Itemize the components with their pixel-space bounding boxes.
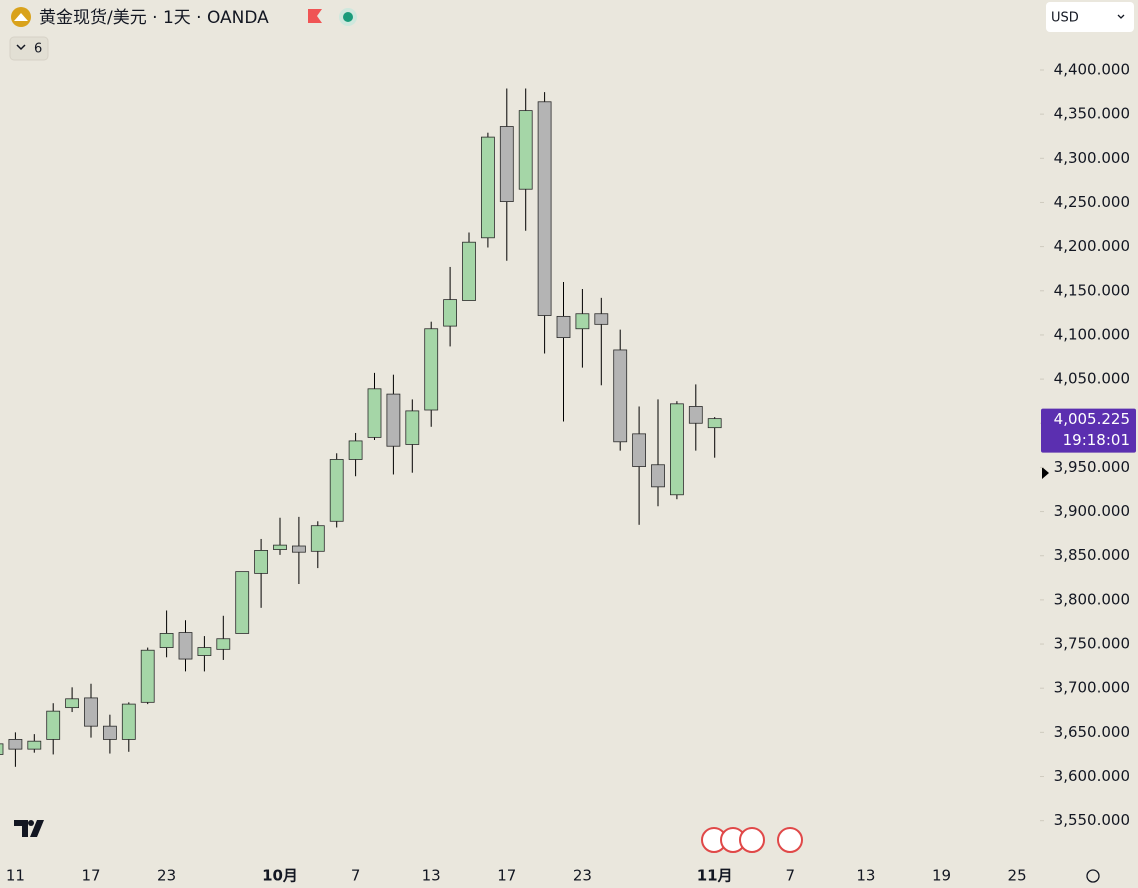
currency-select[interactable] [1046, 2, 1134, 32]
candle-body [480, 136, 495, 239]
candle-body [575, 313, 590, 330]
candle-body [443, 299, 458, 327]
candle-body [84, 697, 98, 727]
y-tick-label: 4,050.000 [1054, 370, 1130, 388]
chevron [1117, 14, 1125, 19]
candle-body [537, 101, 552, 316]
candle-body [0, 743, 4, 755]
candle-body [103, 725, 117, 740]
indicator-count: 6 [34, 42, 42, 57]
candle-body [613, 349, 628, 443]
tv-logo [14, 820, 44, 837]
y-tick-label: 3,750.000 [1054, 635, 1130, 653]
x-tick-label: 11 [6, 867, 25, 885]
x-tick-label: 7 [351, 867, 361, 885]
candle-body [386, 393, 401, 447]
candle-body [518, 110, 533, 190]
countdown: 19:18:01 [1063, 431, 1130, 449]
y-tick-label: 4,200.000 [1054, 237, 1130, 255]
candle-body [216, 638, 231, 650]
settings-icon[interactable] [1086, 869, 1100, 883]
y-tick-label: 3,600.000 [1054, 767, 1130, 785]
x-tick-label: 17 [81, 867, 100, 885]
flag-icon[interactable] [308, 9, 322, 23]
alert-marker [1042, 467, 1049, 479]
last-price-box [1041, 408, 1136, 453]
candle-body [707, 418, 722, 429]
y-tick-label: 4,250.000 [1054, 193, 1130, 211]
candle-body [405, 410, 420, 445]
y-tick-label: 3,800.000 [1054, 590, 1130, 608]
candle-body [121, 703, 136, 740]
candle-body [670, 403, 684, 496]
y-tick-label: 3,650.000 [1054, 723, 1130, 741]
x-tick-label: 17 [497, 867, 516, 885]
candle-body [140, 649, 155, 703]
candle-body [348, 440, 363, 460]
y-tick-label: 3,850.000 [1054, 546, 1130, 564]
logo-dot [28, 820, 34, 826]
candle-body [27, 740, 42, 750]
event-us[interactable] [739, 827, 765, 853]
candle-body [329, 459, 344, 522]
plot [0, 88, 722, 767]
y-tick-label: 4,100.000 [1054, 325, 1130, 343]
y-tick-label: 4,350.000 [1054, 105, 1130, 123]
chart-title: 黄金现货/美元 · 1天 · OANDA [39, 8, 269, 28]
chevron [16, 44, 26, 51]
symbol-icon-glyph [14, 13, 28, 21]
events [701, 827, 803, 853]
candle-body [65, 698, 79, 709]
x-tick-label: 13 [422, 867, 441, 885]
logo [14, 820, 44, 837]
candle-body [291, 545, 306, 553]
candle-body [462, 241, 476, 301]
event-us[interactable] [777, 827, 803, 853]
candle-body [499, 126, 514, 202]
y-tick-label: 3,550.000 [1054, 811, 1130, 829]
candle-body [235, 571, 250, 634]
y-tick-label: 3,700.000 [1054, 679, 1130, 697]
candle-body [8, 739, 23, 750]
candle-body [310, 525, 325, 552]
settings[interactable] [1086, 869, 1100, 883]
candle-body [254, 550, 269, 574]
y-tick-label: 4,150.000 [1054, 281, 1130, 299]
y-tick-label: 4,400.000 [1054, 60, 1130, 78]
candle-body [46, 710, 61, 740]
x-tick-label: 23 [573, 867, 592, 885]
candle-body [367, 388, 382, 438]
x-tick-label: 11月 [697, 867, 733, 885]
header: 黄金现货/美元 · 1天 · OANDA 6 USD [9, 2, 1134, 61]
candle-body [178, 632, 193, 660]
candle-body [273, 544, 287, 550]
x-tick-label: 10月 [262, 867, 298, 885]
x-tick-label: 23 [157, 867, 176, 885]
y-tick-label: 4,300.000 [1054, 149, 1130, 167]
candle-body [197, 647, 212, 656]
currency-label: USD [1051, 11, 1079, 26]
y-tick-label: 3,950.000 [1054, 458, 1130, 476]
candle-body [688, 406, 703, 424]
x-tick-label: 13 [856, 867, 875, 885]
candle-body [424, 328, 439, 411]
x-tick-label: 7 [786, 867, 796, 885]
indicator-toggle[interactable] [9, 36, 49, 61]
x-tick-label: 19 [932, 867, 951, 885]
y-tick-label: 3,900.000 [1054, 502, 1130, 520]
candle-body [651, 464, 665, 488]
x-tick-label: 25 [1008, 867, 1027, 885]
candle-body [159, 633, 174, 648]
last-price-label: 4,005.225 [1054, 410, 1130, 428]
status-dot [343, 12, 353, 22]
candle-body [556, 315, 571, 338]
candle-body [632, 433, 646, 467]
candle-body [594, 313, 609, 325]
